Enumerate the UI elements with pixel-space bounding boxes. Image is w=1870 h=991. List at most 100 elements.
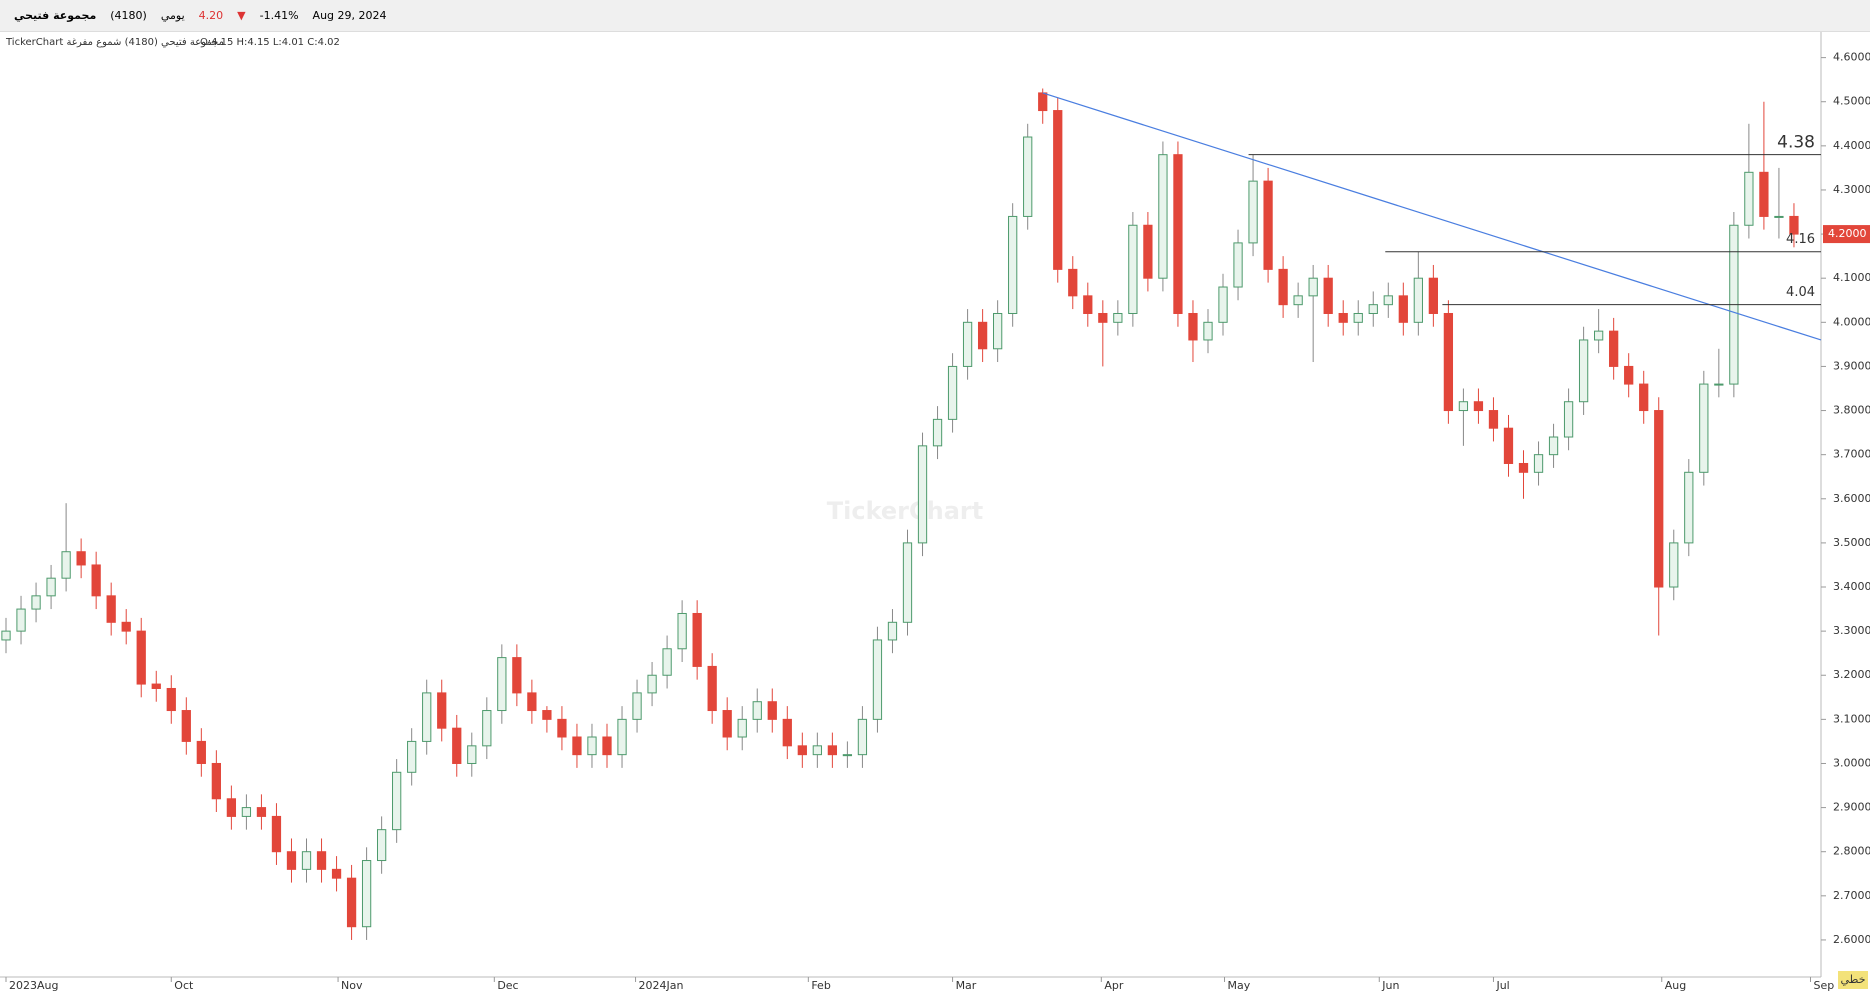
candle-body bbox=[497, 657, 507, 712]
y-tick-label: 3.8000 bbox=[1833, 404, 1870, 417]
y-tick-label: 2.8000 bbox=[1833, 845, 1870, 858]
candle-body bbox=[196, 740, 206, 764]
y-tick-label: 4.1000 bbox=[1833, 271, 1870, 284]
chart-type-button[interactable] bbox=[1838, 971, 1868, 989]
x-tick-label: Dec bbox=[497, 979, 518, 991]
candle-body bbox=[241, 807, 252, 817]
candle-body bbox=[1443, 312, 1454, 412]
candle-body bbox=[1, 630, 11, 641]
candle-body bbox=[722, 710, 732, 738]
candle-body bbox=[1368, 304, 1378, 314]
candle-body bbox=[1278, 268, 1288, 306]
candle-body bbox=[812, 745, 822, 756]
candle-body bbox=[1248, 180, 1258, 244]
candle-body bbox=[1203, 321, 1213, 341]
candle-body bbox=[211, 762, 221, 800]
candle-body bbox=[1774, 215, 1784, 218]
candle-body bbox=[1068, 268, 1078, 297]
level-label: 4.16 bbox=[1786, 232, 1815, 247]
header: مجموعة فتيحي (4180) يومي 4.20 ▼ -1.41% A… bbox=[0, 0, 1870, 32]
candle-body bbox=[1038, 92, 1048, 112]
candle-body bbox=[947, 365, 958, 420]
candle-body bbox=[662, 648, 672, 676]
candle-body bbox=[407, 740, 417, 773]
price-tag-label: 4.2000 bbox=[1828, 227, 1867, 240]
candle-body bbox=[977, 321, 988, 350]
y-tick-label: 4.6000 bbox=[1833, 51, 1870, 64]
candle-body bbox=[1098, 312, 1108, 323]
x-tick-label: Aug bbox=[1665, 979, 1686, 991]
candle-body bbox=[121, 621, 131, 632]
candle-body bbox=[737, 718, 747, 738]
candle-body bbox=[452, 727, 462, 764]
y-tick-label: 3.1000 bbox=[1833, 712, 1870, 725]
candle-body bbox=[647, 674, 657, 694]
candle-body bbox=[1173, 154, 1183, 314]
candle-body bbox=[872, 639, 883, 720]
candle-body bbox=[1113, 312, 1123, 323]
candle-body bbox=[1428, 277, 1438, 314]
x-tick-label: Sep bbox=[1813, 979, 1834, 991]
candle-body bbox=[166, 687, 176, 712]
candle-body bbox=[76, 551, 86, 566]
chart-info: TickerChart مجموعة فتيحي (4180) شموع مفر… bbox=[5, 37, 224, 48]
candle-body bbox=[557, 718, 567, 738]
y-tick-label: 4.4000 bbox=[1833, 139, 1870, 152]
candle-body bbox=[1308, 277, 1318, 297]
candle-body bbox=[1533, 454, 1544, 473]
candle-body bbox=[1578, 339, 1589, 403]
y-tick-label: 3.4000 bbox=[1833, 580, 1870, 593]
trend-line bbox=[1042, 92, 1822, 341]
candle-body bbox=[1413, 277, 1423, 323]
date: Aug 29, 2024 bbox=[312, 9, 387, 22]
candle-body bbox=[572, 736, 582, 756]
watermark: TickerChart bbox=[827, 497, 983, 525]
candle-body bbox=[1458, 401, 1469, 412]
candle-body bbox=[437, 692, 447, 729]
period[interactable]: يومي bbox=[160, 9, 185, 22]
candle-body bbox=[361, 860, 372, 928]
candle-body bbox=[902, 542, 913, 623]
candle-body bbox=[527, 692, 537, 712]
candle-body bbox=[1218, 286, 1228, 323]
candle-body bbox=[1053, 110, 1063, 270]
y-tick-label: 4.0000 bbox=[1833, 315, 1870, 328]
candle-body bbox=[1338, 312, 1348, 323]
down-arrow: ▼ bbox=[237, 9, 246, 22]
candle-body bbox=[617, 718, 627, 756]
candle-body bbox=[1293, 295, 1303, 306]
candle-body bbox=[1563, 401, 1574, 438]
candle-body bbox=[842, 754, 853, 757]
candle-body bbox=[707, 665, 717, 712]
y-tick-label: 2.6000 bbox=[1833, 933, 1870, 946]
candle-body bbox=[422, 692, 432, 742]
candle-body bbox=[1158, 154, 1168, 279]
candle-body bbox=[752, 701, 762, 720]
candle-body bbox=[1759, 171, 1769, 217]
candle-body bbox=[1263, 180, 1273, 270]
candle-body bbox=[1518, 462, 1529, 473]
stock-code: (4180) bbox=[110, 9, 147, 22]
x-tick-label: Jun bbox=[1381, 979, 1399, 991]
candle-body bbox=[1654, 410, 1664, 588]
candle-body bbox=[1669, 542, 1679, 588]
candle-body bbox=[16, 608, 26, 632]
candle-body bbox=[301, 851, 312, 870]
x-tick-label: Feb bbox=[811, 979, 830, 991]
candle-body bbox=[632, 692, 642, 720]
candle-body bbox=[392, 771, 402, 831]
level-label: 4.04 bbox=[1786, 285, 1815, 300]
candle-body bbox=[61, 551, 71, 579]
x-tick-label: Oct bbox=[174, 979, 194, 991]
candle-body bbox=[917, 445, 928, 544]
candle-body bbox=[181, 710, 191, 742]
candle-body bbox=[1594, 330, 1604, 341]
candle-body bbox=[1714, 383, 1724, 386]
candle-body bbox=[1383, 295, 1393, 306]
candle-body bbox=[331, 868, 342, 879]
candle-body bbox=[1684, 471, 1694, 544]
candle-body bbox=[286, 851, 297, 870]
candle-body bbox=[1128, 224, 1138, 314]
chart-type-label[interactable]: خطي bbox=[1841, 973, 1866, 986]
chart: TickerChart مجموعة فتيحي (4180) شموع مفر… bbox=[0, 32, 1870, 991]
